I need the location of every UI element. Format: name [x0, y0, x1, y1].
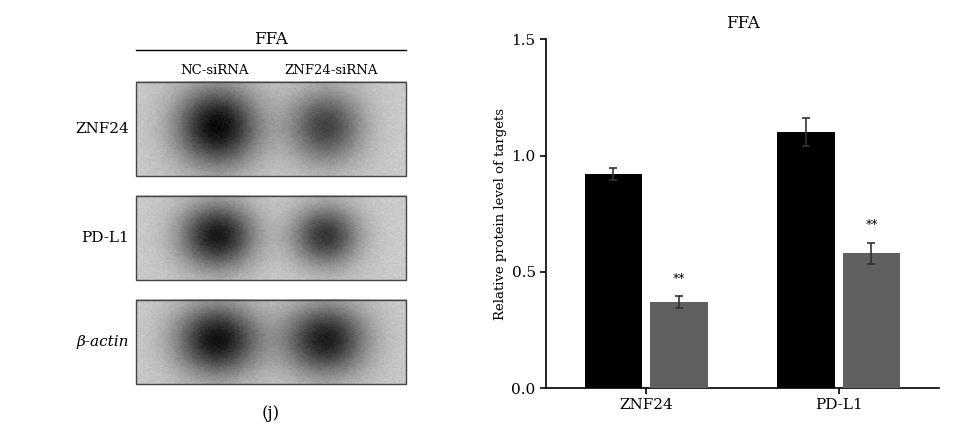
Title: FFA: FFA — [725, 15, 760, 32]
Text: ZNF24-siRNA: ZNF24-siRNA — [285, 64, 378, 77]
Bar — [777, 132, 834, 388]
Text: NC-siRNA: NC-siRNA — [180, 64, 249, 77]
Bar — [136, 196, 406, 280]
Bar — [584, 174, 642, 388]
Text: β-actin: β-actin — [77, 335, 129, 349]
Bar — [136, 300, 406, 385]
Text: PD-L1: PD-L1 — [81, 231, 129, 245]
Text: **: ** — [865, 218, 878, 231]
Y-axis label: Relative protein level of targets: Relative protein level of targets — [494, 108, 507, 320]
Text: FFA: FFA — [254, 31, 287, 48]
Text: (j): (j) — [262, 405, 280, 422]
Bar — [843, 253, 901, 388]
Text: **: ** — [673, 272, 685, 285]
Text: ZNF24: ZNF24 — [75, 122, 129, 136]
Bar — [136, 82, 406, 176]
Bar — [650, 302, 708, 388]
